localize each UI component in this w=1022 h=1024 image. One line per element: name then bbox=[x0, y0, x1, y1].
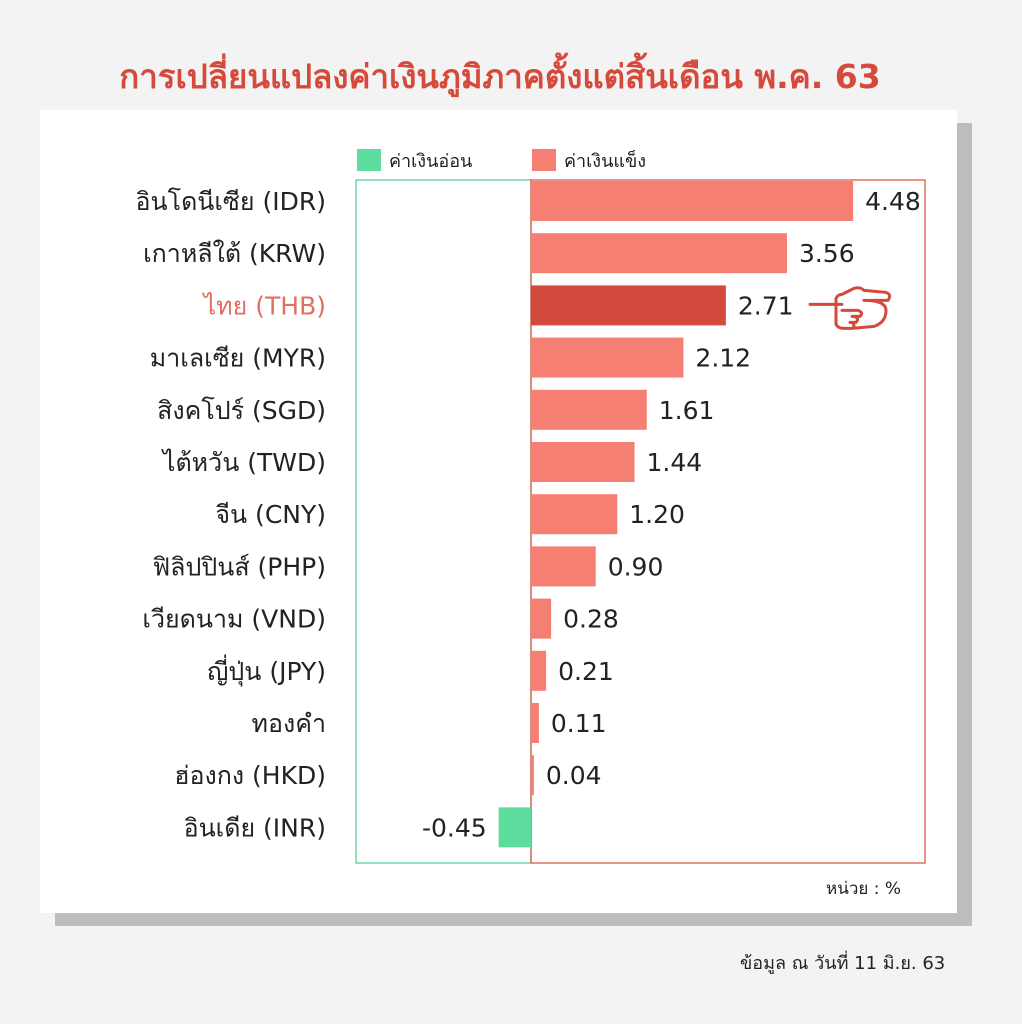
value-label-9: 0.28 bbox=[563, 605, 619, 634]
category-label-13: อินเดีย (INR) bbox=[184, 813, 326, 842]
value-label-4: 2.12 bbox=[695, 344, 751, 373]
bar-13 bbox=[498, 807, 531, 848]
value-label-10: 0.21 bbox=[558, 657, 614, 686]
bar-2 bbox=[531, 233, 787, 274]
bar-9 bbox=[531, 598, 552, 639]
pointing-hand-icon bbox=[808, 286, 892, 330]
chart-card bbox=[40, 110, 957, 913]
category-label-7: จีน (CNY) bbox=[215, 500, 326, 529]
bar-8 bbox=[531, 546, 596, 587]
legend-label-1: ค่าเงินอ่อน bbox=[389, 151, 472, 172]
category-label-5: สิงคโปร์ (SGD) bbox=[157, 396, 326, 425]
legend-swatch-1 bbox=[357, 149, 381, 171]
category-label-2: เกาหลีใต้ (KRW) bbox=[143, 239, 326, 268]
category-label-1: อินโดนีเซีย (IDR) bbox=[136, 187, 326, 216]
weak-currency-frame bbox=[355, 179, 532, 864]
category-label-11: ทองคำ bbox=[252, 709, 326, 738]
category-label-8: ฟิลิปปินส์ (PHP) bbox=[152, 552, 326, 581]
source-note: ข้อมูล ณ วันที่ 11 มิ.ย. 63 bbox=[740, 953, 946, 974]
value-label-3: 2.71 bbox=[738, 291, 794, 320]
unit-label: หน่วย : % bbox=[826, 879, 902, 899]
value-label-7: 1.20 bbox=[629, 500, 685, 529]
bar-6 bbox=[531, 442, 635, 482]
bar-4 bbox=[531, 337, 684, 378]
value-label-5: 1.61 bbox=[659, 396, 715, 425]
bar-5 bbox=[531, 389, 647, 430]
value-label-2: 3.56 bbox=[799, 239, 855, 268]
bar-3 bbox=[531, 285, 726, 326]
value-label-6: 1.44 bbox=[647, 448, 703, 477]
value-label-1: 4.48 bbox=[865, 187, 921, 216]
chart-title: การเปลี่ยนแปลงค่าเงินภูมิภาคตั้งแต่สิ้นเ… bbox=[119, 57, 881, 96]
value-label-8: 0.90 bbox=[608, 552, 664, 581]
bar-1 bbox=[531, 181, 854, 221]
legend-label-2: ค่าเงินแข็ง bbox=[564, 149, 646, 172]
value-label-11: 0.11 bbox=[551, 709, 607, 738]
bar-7 bbox=[531, 494, 618, 535]
category-label-4: มาเลเซีย (MYR) bbox=[150, 344, 326, 373]
category-label-12: ฮ่องกง (HKD) bbox=[174, 761, 326, 790]
value-label-12: 0.04 bbox=[546, 761, 602, 790]
bar-10 bbox=[531, 650, 547, 691]
legend-swatch-2 bbox=[532, 149, 556, 171]
category-label-10: ญี่ปุ่น (JPY) bbox=[207, 654, 326, 687]
value-label-13: -0.45 bbox=[422, 813, 487, 842]
category-label-6: ไต้หวัน (TWD) bbox=[161, 448, 326, 477]
category-label-3: ไทย (THB) bbox=[202, 291, 326, 320]
category-label-9: เวียดนาม (VND) bbox=[142, 605, 326, 634]
bar-12 bbox=[531, 755, 534, 796]
bar-11 bbox=[531, 703, 539, 743]
